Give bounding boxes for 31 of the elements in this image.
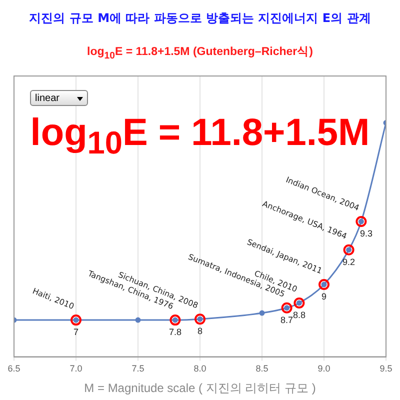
annotation: 8.7: [280, 314, 294, 325]
annotation: 9.3: [360, 228, 372, 239]
point: [356, 216, 367, 228]
x-tick-label: 7.5: [132, 364, 144, 374]
x-tick-label: 9.0: [318, 364, 330, 374]
point: [70, 314, 82, 326]
x-axis-title: M = Magnitude scale ( 지진의 리히터 규모 ): [84, 381, 316, 396]
point: [135, 317, 141, 323]
point: [194, 314, 206, 325]
x-tick-label: 8.5: [256, 364, 268, 374]
x-tick-label: 7.0: [70, 364, 82, 374]
annotation: Haiti, 2010: [31, 286, 76, 312]
annotation: log$_{10}$E = 11.8+1.5M: [29, 112, 371, 161]
point: [259, 310, 265, 316]
annotation: 7.8: [168, 327, 182, 338]
x-tick-label: 9.5: [380, 364, 392, 374]
point: [170, 314, 181, 326]
x-tick-label: 6.5: [8, 364, 20, 374]
chart-subtitle: log$_{10}$E = 11.8+1.5M (Gutenberg–Richer식): [86, 45, 314, 62]
dropdown: linear: [30, 90, 88, 106]
annotation: 8.8: [292, 310, 306, 320]
point: [343, 244, 354, 256]
annotation: 9: [321, 291, 327, 302]
annotation: 9.2: [342, 256, 356, 267]
point: [294, 297, 305, 308]
annotation: 7: [73, 327, 79, 338]
annotation: 8: [197, 326, 203, 336]
x-tick-label: 8.0: [194, 364, 206, 374]
point: [281, 302, 292, 314]
point: [318, 278, 330, 290]
chart-title: 지진의 규모 M에 따라 파동으로 방출되는 지진에너지 E의 관계: [28, 10, 372, 27]
